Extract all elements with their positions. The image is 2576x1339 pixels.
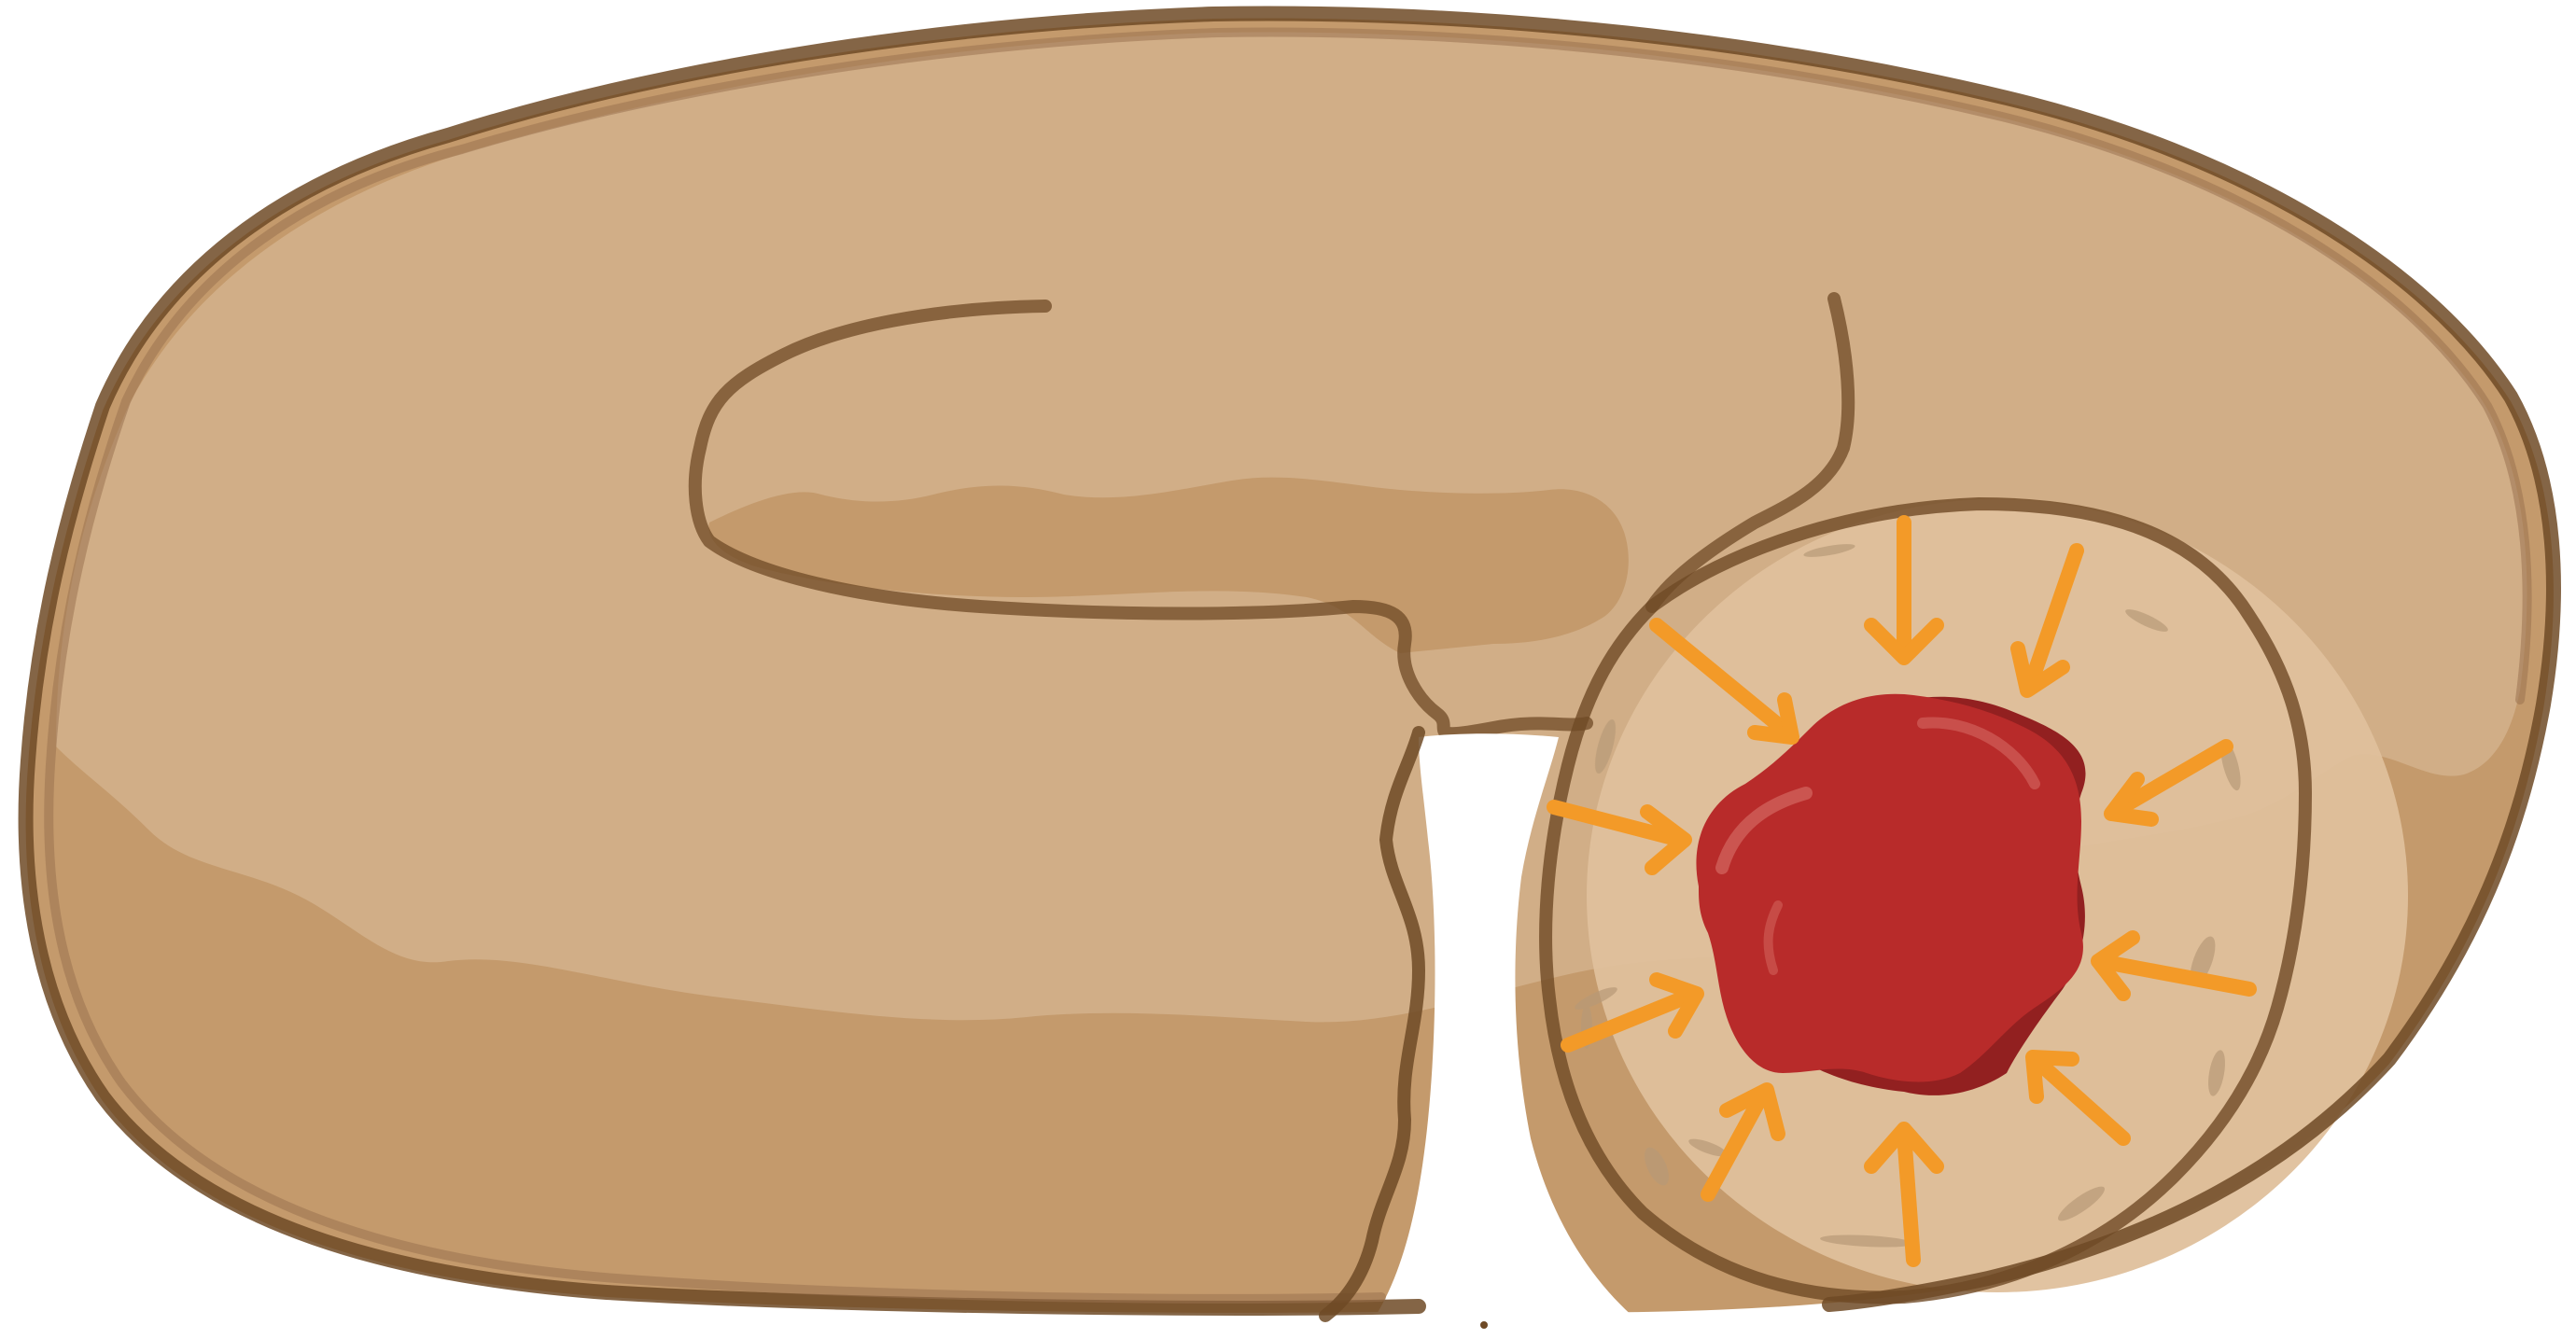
- arrow-bottom: [1864, 1122, 1944, 1267]
- arrow-top-left: [1649, 618, 1799, 745]
- injection-arrows: [1547, 515, 2257, 1267]
- donut-hole-back-outline: [1645, 292, 1855, 613]
- jelly-highlight: [1715, 787, 1813, 874]
- jelly-filling: [1696, 693, 2086, 1095]
- cross-section-outline: [1539, 497, 2312, 1304]
- arrow-top-right: [2010, 543, 2084, 698]
- jelly-highlight-2: [1917, 717, 2040, 789]
- bite-edge-outline: [1319, 726, 1426, 1322]
- arrow-left: [1547, 800, 1692, 875]
- arrow-right-lower: [2091, 930, 2257, 1001]
- arrow-right: [2104, 739, 2233, 827]
- donut-hole-outline: [688, 300, 1593, 741]
- arrow-bottom-right: [2025, 1050, 2131, 1146]
- stray-dot: [1480, 1321, 1488, 1329]
- arrow-top: [1864, 515, 1944, 665]
- jelly-highlight-3: [1763, 900, 1783, 975]
- bite-gap: [1363, 733, 1643, 1334]
- donut-hole: [708, 477, 1629, 653]
- arrow-bottom-left: [1701, 1082, 1785, 1202]
- donut-outline-sketch: [44, 27, 2532, 1304]
- donut-outline: [18, 6, 2561, 1316]
- arrow-left-lower: [1561, 972, 1704, 1053]
